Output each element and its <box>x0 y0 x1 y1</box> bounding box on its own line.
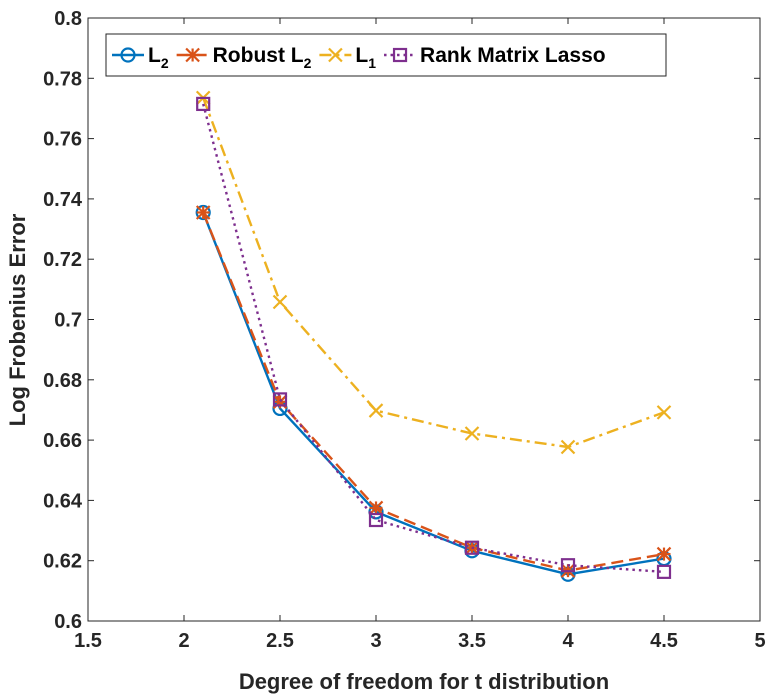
data-point <box>368 403 384 418</box>
legend-label: L2 <box>148 44 169 71</box>
data-point <box>656 564 672 579</box>
series-3 <box>195 90 672 455</box>
legend-swatch-marker <box>328 47 343 63</box>
series-line <box>202 212 665 572</box>
y-tick-label: 0.68 <box>43 370 82 392</box>
legend-item-2: Robust L2 <box>176 44 312 71</box>
data-point <box>368 500 384 516</box>
legend-label: Rank Matrix Lasso <box>420 44 606 67</box>
data-point <box>656 405 672 420</box>
series-line <box>202 212 665 576</box>
y-tick-label: 0.74 <box>43 189 83 211</box>
y-tick-label: 0.78 <box>43 68 82 90</box>
x-axis-label: Degree of freedom for t distribution <box>239 669 609 694</box>
legend: L2 Robust L2 L1 Rank Matrix Lasso <box>105 33 667 77</box>
legend-item-4: Rank Matrix Lasso <box>384 44 606 67</box>
y-tick-label: 0.64 <box>43 490 83 512</box>
x-tick-label: 4.5 <box>650 630 678 652</box>
legend-label: L1 <box>355 44 376 71</box>
plot-area <box>88 18 760 621</box>
data-point <box>272 392 288 407</box>
x-tick-label: 4 <box>562 630 574 652</box>
y-tick-label: 0.72 <box>43 249 82 271</box>
legend-swatch-marker <box>120 47 136 63</box>
data-point <box>195 205 211 220</box>
legend-item-1: L2 <box>112 44 169 71</box>
data-point <box>272 294 288 310</box>
data-point <box>560 439 576 455</box>
data-point <box>464 426 480 441</box>
series-4 <box>196 96 672 579</box>
x-tick-label: 2.5 <box>266 630 294 652</box>
y-axis-label: Log Frobenius Error <box>5 213 30 426</box>
series-line <box>202 103 665 574</box>
series-line <box>202 97 665 449</box>
data-point <box>368 512 384 528</box>
x-tick-label: 2 <box>178 630 189 652</box>
y-tick-label: 0.62 <box>43 551 82 573</box>
series-layer <box>195 90 672 582</box>
y-tick-label: 0.66 <box>43 430 82 452</box>
legend-item-3: L1 <box>319 44 376 71</box>
y-tick-label: 0.8 <box>54 8 82 30</box>
data-point <box>560 558 576 573</box>
data-point <box>656 546 672 562</box>
ticks-layer: 1.5 2 2.5 3 3.5 4 4.5 5 0.6 0.62 0.64 0.66 0.68 0.7 0.… <box>43 8 766 652</box>
x-tick-label: 3.5 <box>458 630 486 652</box>
data-point <box>464 540 480 555</box>
legend-label: Robust L2 <box>213 44 312 71</box>
data-point <box>196 96 211 112</box>
y-tick-label: 0.76 <box>43 129 82 151</box>
legend-swatch-marker <box>185 47 200 63</box>
x-tick-label: 5 <box>754 630 765 652</box>
y-tick-label: 0.6 <box>54 611 82 633</box>
x-tick-label: 3 <box>370 630 381 652</box>
x-tick-label: 1.5 <box>74 630 102 652</box>
y-tick-label: 0.7 <box>54 310 82 332</box>
legend-swatch-marker <box>392 47 408 63</box>
